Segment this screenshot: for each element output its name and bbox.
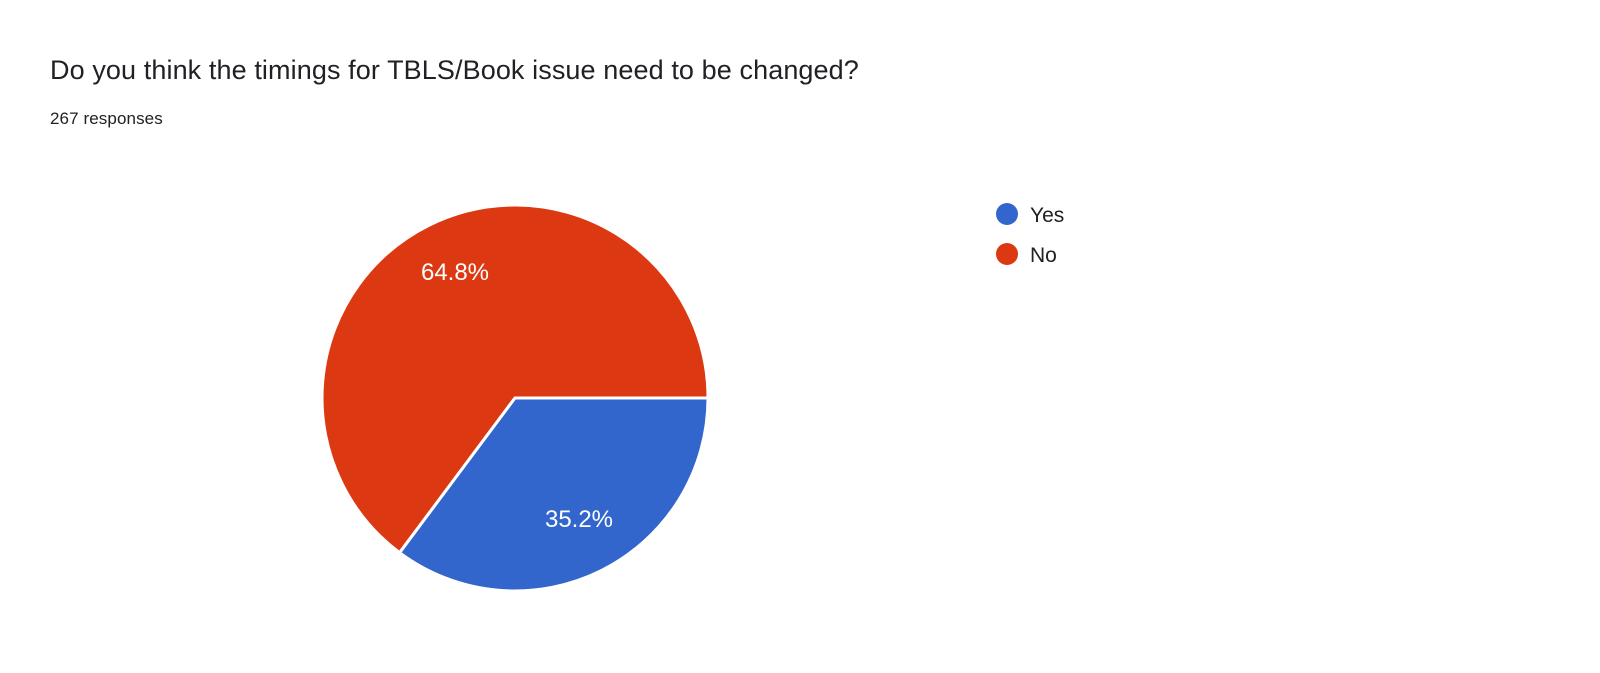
page-title: Do you think the timings for TBLS/Book i… xyxy=(50,55,859,85)
legend-label-no: No xyxy=(1030,244,1057,267)
response-count-label: 267 responses xyxy=(50,109,163,128)
slice-label-yes: 35.2% xyxy=(545,506,613,533)
pie-slice-no[interactable] xyxy=(320,203,710,555)
chart-legend: Yes No xyxy=(996,203,1064,267)
legend-label-yes: Yes xyxy=(1030,204,1064,227)
legend-dot-icon xyxy=(996,203,1018,225)
legend-item-yes[interactable]: Yes xyxy=(996,203,1064,227)
legend-dot-icon xyxy=(996,243,1018,265)
legend-item-no[interactable]: No xyxy=(996,243,1057,267)
pie-slice-yes[interactable] xyxy=(398,396,710,593)
slice-label-no: 64.8% xyxy=(421,259,489,286)
